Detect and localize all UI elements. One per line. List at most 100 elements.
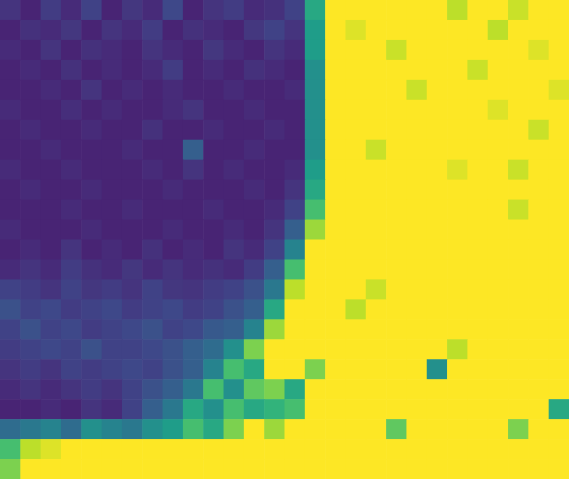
cell (183, 140, 204, 161)
cell (366, 299, 387, 320)
cell (488, 100, 509, 121)
cell (102, 0, 123, 21)
cell (142, 100, 163, 121)
cell (488, 60, 509, 81)
cell (122, 200, 143, 221)
cell (81, 20, 102, 41)
cell (0, 439, 21, 460)
cell (122, 80, 143, 101)
cell (102, 419, 123, 440)
cell (345, 419, 366, 440)
cell (366, 120, 387, 141)
cell (325, 200, 346, 221)
cell (122, 439, 143, 460)
cell (203, 379, 224, 400)
cell (508, 40, 529, 61)
cell (406, 40, 427, 61)
cell (244, 140, 265, 161)
cell (305, 240, 326, 261)
cell (203, 140, 224, 161)
cell (345, 439, 366, 460)
cell (325, 40, 346, 61)
cell (244, 359, 265, 380)
cell (285, 100, 306, 121)
cell (508, 359, 529, 380)
cell (61, 20, 82, 41)
cell (20, 279, 41, 300)
cell (305, 359, 326, 380)
cell (549, 80, 569, 101)
cell (549, 279, 569, 300)
cell (203, 339, 224, 360)
cell (81, 459, 102, 479)
cell (41, 220, 62, 241)
cell (20, 259, 41, 280)
cell (122, 0, 143, 21)
cell (325, 459, 346, 479)
cell (122, 180, 143, 201)
cell (264, 40, 285, 61)
cell (427, 459, 448, 479)
cell (467, 279, 488, 300)
cell (447, 240, 468, 261)
cell (386, 80, 407, 101)
cell (549, 200, 569, 221)
cell (203, 120, 224, 141)
cell (203, 20, 224, 41)
cell (224, 279, 245, 300)
cell (203, 60, 224, 81)
cells (0, 0, 569, 479)
cell (102, 299, 123, 320)
cell (366, 259, 387, 280)
cell (20, 339, 41, 360)
cell (325, 379, 346, 400)
cell (163, 0, 184, 21)
cell (447, 120, 468, 141)
cell (447, 439, 468, 460)
cell (183, 359, 204, 380)
cell (386, 140, 407, 161)
cell (345, 200, 366, 221)
cell (122, 120, 143, 141)
cell (61, 200, 82, 221)
cell (467, 399, 488, 420)
cell (345, 140, 366, 161)
cell (406, 279, 427, 300)
cell (122, 20, 143, 41)
cell (467, 80, 488, 101)
cell (142, 299, 163, 320)
cell (345, 359, 366, 380)
cell (102, 140, 123, 161)
cell (366, 419, 387, 440)
cell (142, 140, 163, 161)
cell (345, 180, 366, 201)
cell (81, 100, 102, 121)
cell (0, 80, 21, 101)
cell (366, 439, 387, 460)
cell (549, 359, 569, 380)
cell (122, 339, 143, 360)
cell (549, 379, 569, 400)
cell (20, 180, 41, 201)
cell (183, 160, 204, 181)
cell (244, 0, 265, 21)
cell (305, 259, 326, 280)
cell (244, 180, 265, 201)
cell (244, 40, 265, 61)
cell (345, 220, 366, 241)
cell (305, 319, 326, 340)
cell (447, 220, 468, 241)
cell (427, 220, 448, 241)
cell (244, 439, 265, 460)
cell (285, 120, 306, 141)
cell (41, 100, 62, 121)
cell (163, 439, 184, 460)
cell (264, 120, 285, 141)
cell (163, 240, 184, 261)
cell (427, 40, 448, 61)
cell (285, 200, 306, 221)
cell (102, 339, 123, 360)
cell (264, 259, 285, 280)
cell (81, 80, 102, 101)
cell (488, 200, 509, 221)
